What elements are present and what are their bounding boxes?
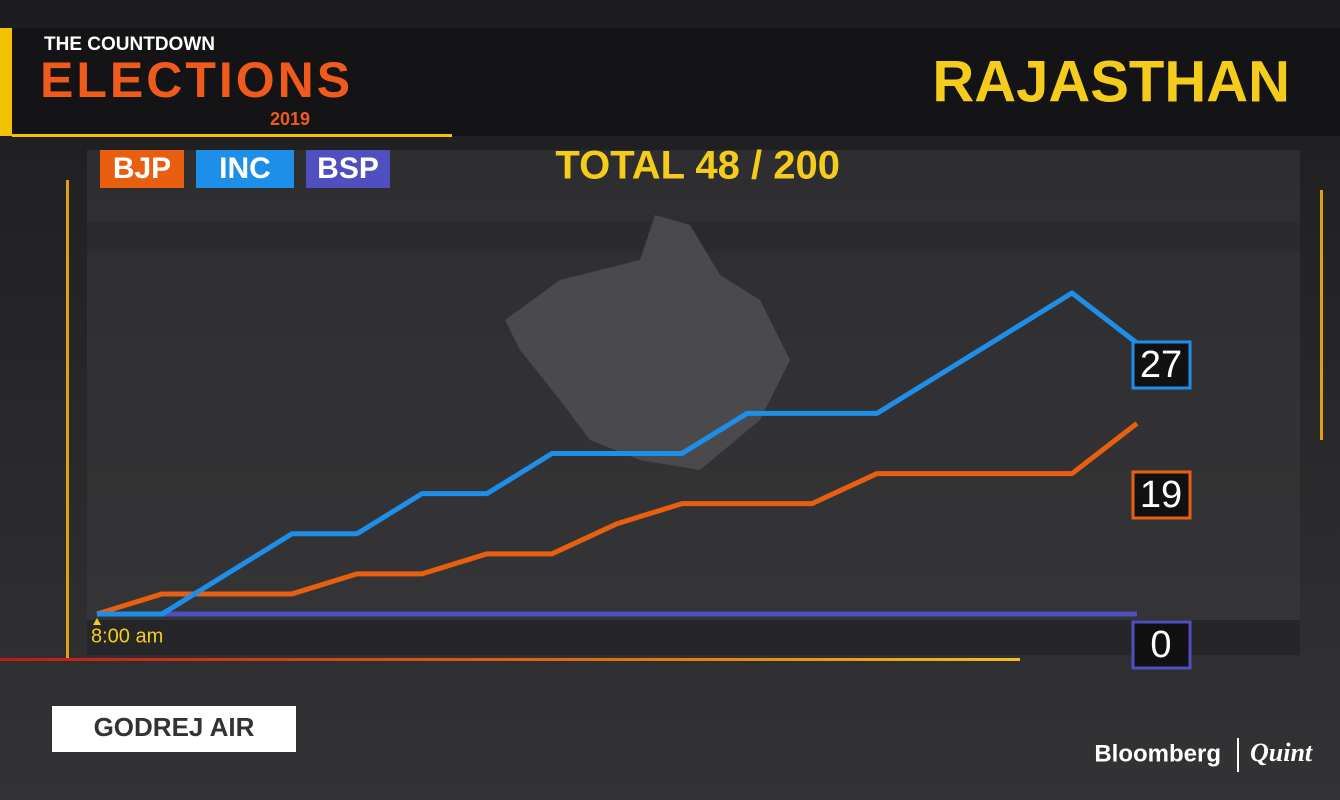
subtitle: TOTAL 48 / 200 xyxy=(555,144,840,188)
brand: ELECTIONS xyxy=(40,52,353,108)
sponsor: GODREJ AIR xyxy=(94,712,255,742)
header-band xyxy=(0,28,1340,136)
frame-accent xyxy=(1320,190,1323,440)
x-tick-label: 8:00 am xyxy=(91,625,163,647)
end-label-box xyxy=(1131,470,1192,520)
chart-title: RAJASTHAN xyxy=(932,49,1290,114)
footer-divider xyxy=(1237,738,1239,772)
end-label-box xyxy=(1131,340,1192,390)
end-label-box xyxy=(1131,620,1192,670)
year: 2019 xyxy=(270,109,310,129)
legend-swatch xyxy=(100,150,184,188)
footer-rule xyxy=(0,658,1020,661)
footer-brand: Bloomberg xyxy=(1094,740,1221,767)
state-map xyxy=(505,215,790,470)
sponsor-box xyxy=(52,706,296,752)
end-label: 19 xyxy=(1140,474,1182,516)
kicker: THE COUNTDOWN xyxy=(44,34,215,55)
legend-label: INC xyxy=(219,152,271,185)
end-label: 0 xyxy=(1150,624,1171,666)
plot-band xyxy=(87,620,1300,655)
footer-partner: Quint xyxy=(1250,738,1313,767)
series-line xyxy=(97,290,1139,617)
series-line xyxy=(96,421,1139,617)
legend-swatch xyxy=(196,150,294,188)
frame-accent xyxy=(66,180,69,660)
x-tick-marker xyxy=(93,618,101,625)
legend-label: BSP xyxy=(317,152,379,185)
header-rule xyxy=(12,134,452,137)
legend-label: BJP xyxy=(113,152,171,185)
legend-swatch xyxy=(306,150,390,188)
header-accent xyxy=(0,28,12,136)
end-label: 27 xyxy=(1140,344,1182,386)
